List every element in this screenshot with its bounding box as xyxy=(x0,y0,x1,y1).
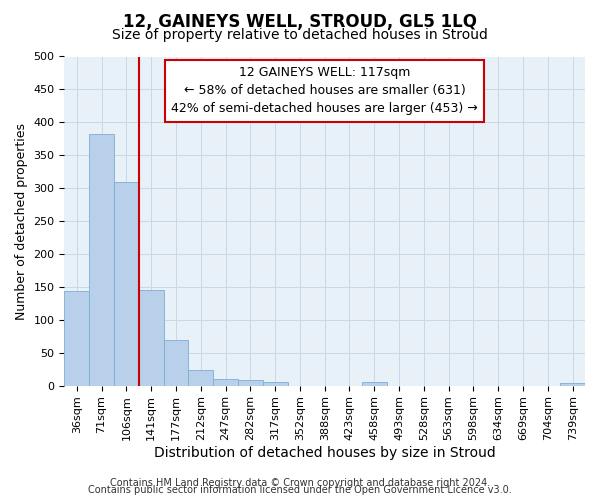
Bar xyxy=(362,382,386,386)
Text: Contains HM Land Registry data © Crown copyright and database right 2024.: Contains HM Land Registry data © Crown c… xyxy=(110,478,490,488)
Bar xyxy=(89,134,114,386)
Bar xyxy=(64,292,89,386)
Text: 12 GAINEYS WELL: 117sqm
← 58% of detached houses are smaller (631)
42% of semi-d: 12 GAINEYS WELL: 117sqm ← 58% of detache… xyxy=(172,66,478,116)
Bar xyxy=(188,370,213,386)
Y-axis label: Number of detached properties: Number of detached properties xyxy=(15,122,28,320)
Bar xyxy=(560,383,585,386)
Bar xyxy=(263,382,287,386)
Bar xyxy=(213,379,238,386)
Bar xyxy=(164,340,188,386)
Text: Contains public sector information licensed under the Open Government Licence v3: Contains public sector information licen… xyxy=(88,485,512,495)
Bar xyxy=(139,290,164,386)
Text: 12, GAINEYS WELL, STROUD, GL5 1LQ: 12, GAINEYS WELL, STROUD, GL5 1LQ xyxy=(123,12,477,30)
Bar xyxy=(238,380,263,386)
X-axis label: Distribution of detached houses by size in Stroud: Distribution of detached houses by size … xyxy=(154,446,496,460)
Bar xyxy=(114,182,139,386)
Text: Size of property relative to detached houses in Stroud: Size of property relative to detached ho… xyxy=(112,28,488,42)
